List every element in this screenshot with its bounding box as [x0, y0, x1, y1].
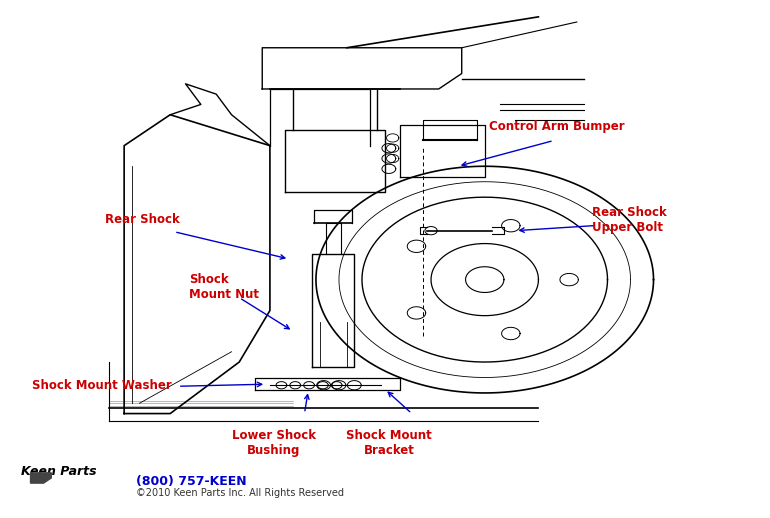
Text: Keen Parts: Keen Parts [21, 465, 97, 478]
Text: (800) 757-KEEN: (800) 757-KEEN [136, 475, 246, 488]
Text: Shock
Mount Nut: Shock Mount Nut [189, 274, 259, 301]
Text: Rear Shock: Rear Shock [105, 212, 179, 225]
Text: Control Arm Bumper: Control Arm Bumper [489, 120, 624, 133]
Text: Rear Shock
Upper Bolt: Rear Shock Upper Bolt [592, 206, 667, 234]
Text: ©2010 Keen Parts Inc. All Rights Reserved: ©2010 Keen Parts Inc. All Rights Reserve… [136, 488, 343, 498]
Text: Shock Mount Washer: Shock Mount Washer [32, 379, 172, 392]
Polygon shape [31, 473, 52, 483]
Text: Lower Shock
Bushing: Lower Shock Bushing [232, 429, 316, 457]
Text: Shock Mount
Bracket: Shock Mount Bracket [346, 429, 432, 457]
